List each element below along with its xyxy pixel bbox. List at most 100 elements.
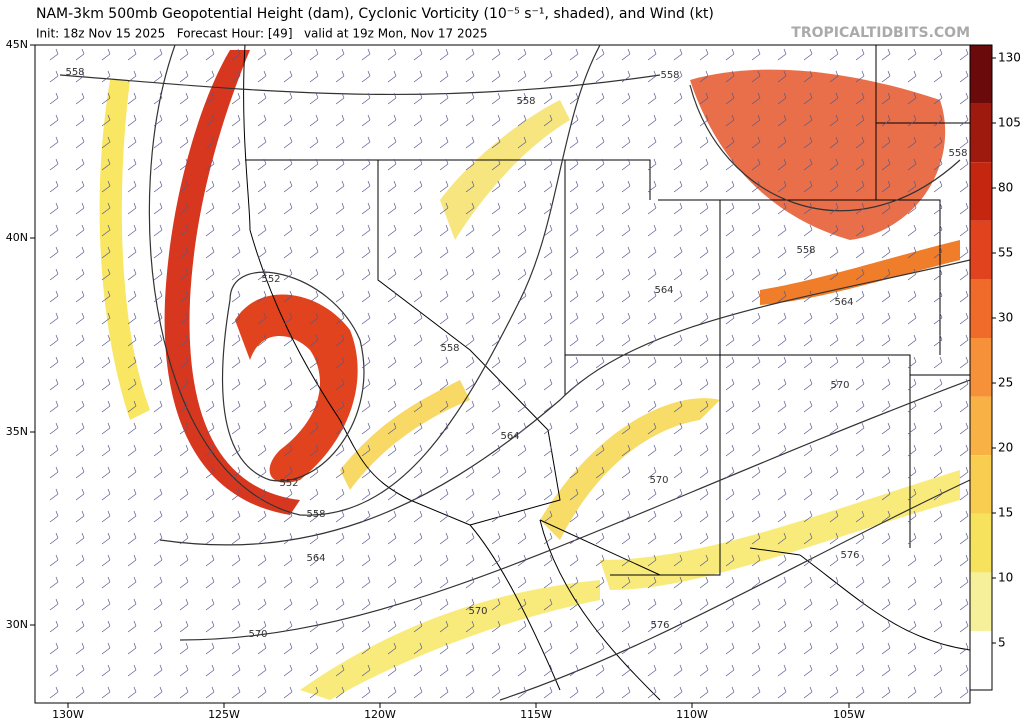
- wind-barb: [569, 70, 579, 83]
- wind-barb: [725, 114, 735, 127]
- wind-barb: [881, 598, 891, 611]
- wind-barb: [335, 466, 345, 479]
- wind-barb: [335, 268, 345, 281]
- wind-barb: [335, 136, 345, 149]
- wind-barb: [465, 92, 475, 105]
- wind-barb: [569, 114, 579, 127]
- wind-barb: [543, 48, 553, 61]
- wind-barb: [855, 422, 865, 435]
- wind-barb: [127, 268, 137, 281]
- wind-barb: [829, 686, 839, 699]
- wind-barb: [647, 158, 657, 171]
- wind-barb: [907, 664, 917, 677]
- wind-barb: [283, 466, 293, 479]
- wind-barb: [205, 224, 215, 237]
- wind-barb: [231, 180, 241, 193]
- wind-barb: [751, 510, 761, 523]
- wind-barb: [439, 92, 449, 105]
- wind-barb: [491, 202, 501, 215]
- wind-barb: [751, 554, 761, 567]
- wind-barb: [751, 598, 761, 611]
- wind-barb: [309, 334, 319, 347]
- wind-barb: [491, 620, 501, 633]
- wind-barb: [543, 224, 553, 237]
- wind-barb: [439, 554, 449, 567]
- wind-barb: [933, 224, 943, 237]
- wind-barb: [491, 312, 501, 325]
- vorticity-band: [690, 69, 946, 240]
- wind-barb: [309, 92, 319, 105]
- wind-barb: [933, 356, 943, 369]
- wind-barb: [335, 664, 345, 677]
- wind-barb: [595, 664, 605, 677]
- wind-barb: [179, 620, 189, 633]
- wind-barb: [205, 620, 215, 633]
- wind-barb: [413, 576, 423, 589]
- wind-barb: [439, 576, 449, 589]
- wind-barb: [751, 686, 761, 699]
- wind-barb: [335, 158, 345, 171]
- wind-barb: [855, 224, 865, 237]
- wind-barb: [75, 180, 85, 193]
- wind-barb: [673, 136, 683, 149]
- wind-barb: [855, 312, 865, 325]
- wind-barb: [517, 202, 527, 215]
- wind-barb: [361, 334, 371, 347]
- wind-barb: [907, 114, 917, 127]
- wind-barb: [283, 180, 293, 193]
- wind-barb: [335, 290, 345, 303]
- wind-barb: [829, 92, 839, 105]
- wind-barb: [387, 510, 397, 523]
- wind-barb: [283, 48, 293, 61]
- wind-barb: [777, 554, 787, 567]
- colorbar-band: [970, 45, 992, 104]
- wind-barb: [621, 48, 631, 61]
- wind-barb: [829, 598, 839, 611]
- wind-barb: [855, 136, 865, 149]
- wind-barb: [933, 246, 943, 259]
- wind-barb: [959, 576, 969, 589]
- wind-barb: [543, 180, 553, 193]
- wind-barb: [725, 576, 735, 589]
- wind-barb: [595, 620, 605, 633]
- wind-barb: [855, 268, 865, 281]
- wind-barb: [465, 290, 475, 303]
- longitude-label: 125W: [208, 708, 240, 721]
- wind-barb: [387, 224, 397, 237]
- wind-barb: [153, 686, 163, 699]
- wind-barb: [751, 224, 761, 237]
- wind-barb: [465, 202, 475, 215]
- wind-barb: [465, 356, 475, 369]
- wind-barb: [49, 136, 59, 149]
- wind-barb: [387, 642, 397, 655]
- wind-barb: [647, 290, 657, 303]
- wind-barb: [803, 576, 813, 589]
- wind-barb: [777, 664, 787, 677]
- wind-barb: [595, 444, 605, 457]
- wind-barb: [621, 180, 631, 193]
- wind-barb: [595, 92, 605, 105]
- wind-barb: [439, 70, 449, 83]
- wind-barb: [361, 202, 371, 215]
- colorbar-label: 55: [998, 246, 1013, 260]
- wind-barb: [283, 444, 293, 457]
- wind-barb: [439, 400, 449, 413]
- wind-barb: [777, 158, 787, 171]
- wind-barb: [803, 686, 813, 699]
- wind-barb: [959, 70, 969, 83]
- vorticity-shading: [600, 470, 960, 590]
- wind-barb: [283, 488, 293, 501]
- wind-barb: [75, 290, 85, 303]
- wind-barb: [569, 444, 579, 457]
- wind-barb: [569, 598, 579, 611]
- wind-barb: [153, 422, 163, 435]
- wind-barb: [907, 158, 917, 171]
- wind-barb: [959, 598, 969, 611]
- wind-barb: [465, 378, 475, 391]
- wind-barb: [205, 488, 215, 501]
- longitude-label: 105W: [833, 708, 865, 721]
- wind-barb: [257, 202, 267, 215]
- wind-barb: [257, 158, 267, 171]
- wind-barb: [101, 664, 111, 677]
- wind-barb: [699, 488, 709, 501]
